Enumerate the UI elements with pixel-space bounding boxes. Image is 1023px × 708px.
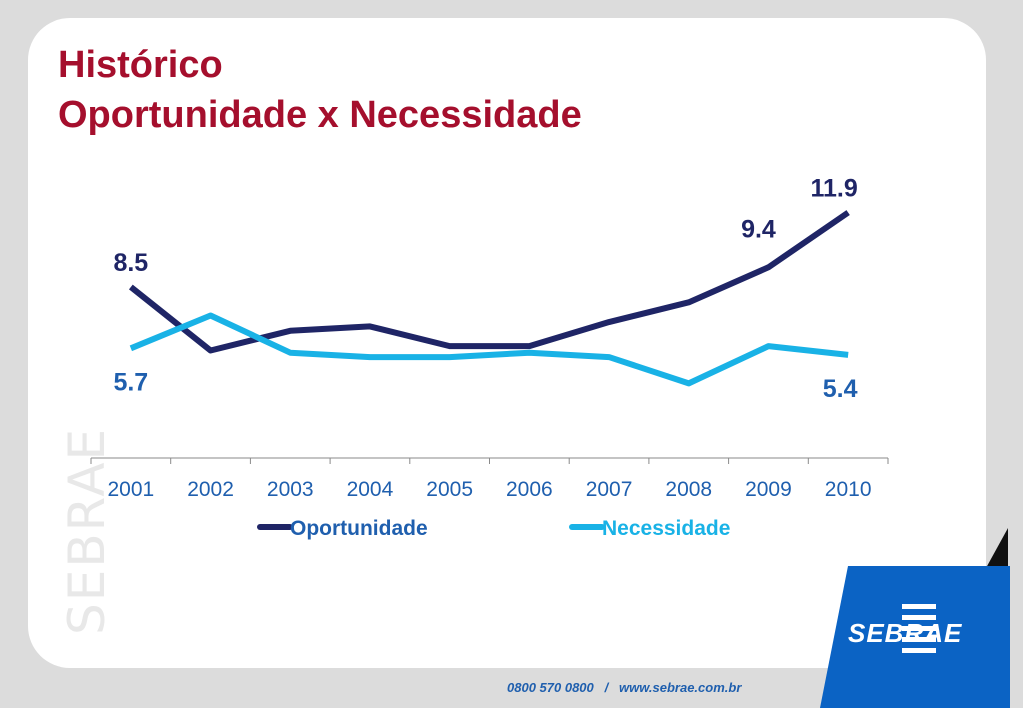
logo-text: SEBRAE bbox=[848, 618, 963, 648]
data-label: 5.4 bbox=[823, 375, 858, 403]
x-tick-label: 2001 bbox=[107, 478, 154, 501]
logo-corner-shape bbox=[986, 528, 1008, 568]
x-tick-label: 2006 bbox=[506, 478, 553, 501]
x-tick-label: 2004 bbox=[347, 478, 394, 501]
data-label: 9.4 bbox=[741, 215, 776, 243]
page-title: Histórico Oportunidade x Necessidade bbox=[58, 40, 582, 140]
title-line-2: Oportunidade x Necessidade bbox=[58, 94, 582, 136]
data-label: 11.9 bbox=[811, 175, 858, 203]
x-tick-label: 2009 bbox=[745, 478, 792, 501]
data-label: 5.7 bbox=[113, 368, 148, 396]
x-tick-label: 2008 bbox=[665, 478, 712, 501]
x-tick-label: 2003 bbox=[267, 478, 314, 501]
data-label: 8.5 bbox=[113, 249, 148, 277]
x-tick-label: 2007 bbox=[586, 478, 633, 501]
content-card bbox=[28, 18, 986, 668]
footer-contact: 0800 570 0800 / www.sebrae.com.br bbox=[507, 680, 742, 695]
logo-bars-icon bbox=[902, 604, 936, 659]
title-line-1: Histórico bbox=[58, 44, 223, 86]
x-tick-label: 2010 bbox=[825, 478, 872, 501]
series-line-oportunidade bbox=[128, 210, 850, 354]
x-tick-label: 2002 bbox=[187, 478, 234, 501]
legend-label: Necessidade bbox=[602, 517, 730, 540]
sebrae-logo: SEBRAE bbox=[820, 566, 1010, 708]
legend-label: Oportunidade bbox=[290, 517, 428, 540]
series-line-necessidade bbox=[129, 312, 849, 387]
x-tick-label: 2005 bbox=[426, 478, 473, 501]
